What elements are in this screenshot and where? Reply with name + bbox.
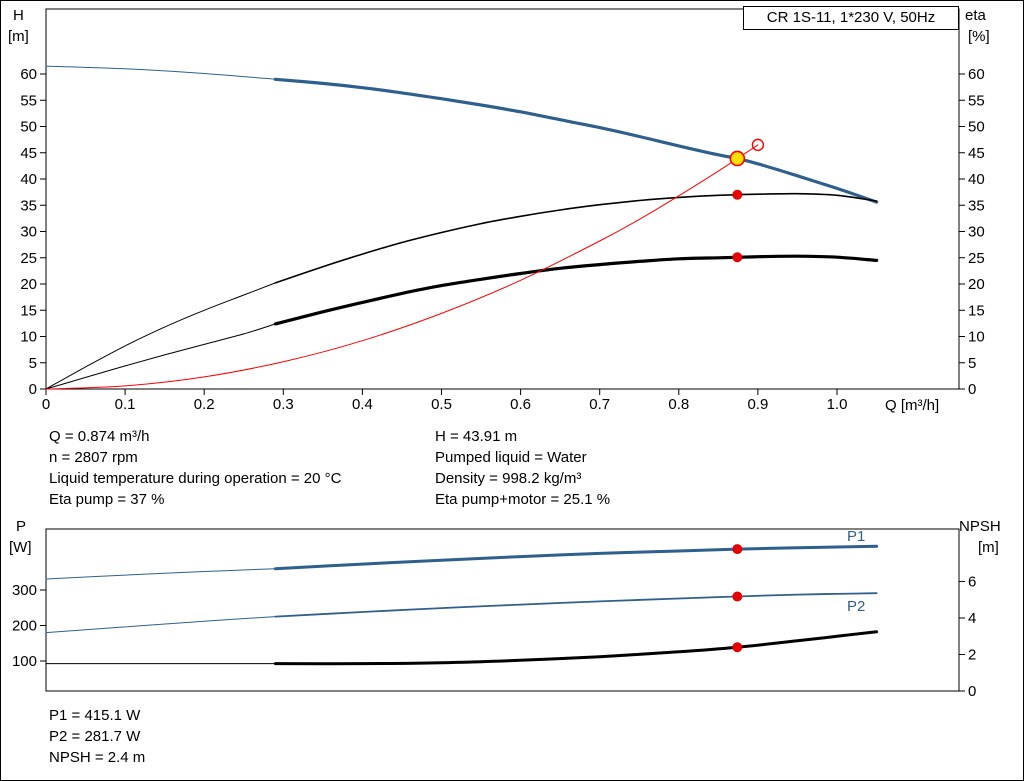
power-npsh-chart-tick-label: 300 [12, 582, 37, 599]
hq-eta-chart-tick-label: 20 [968, 276, 985, 293]
info-liquid-temp: Liquid temperature during operation = 20… [49, 470, 342, 487]
power-npsh-chart-tick-label: 2 [968, 647, 976, 664]
hq-eta-chart-tick-label: 25 [968, 250, 985, 267]
curve-p2 [274, 592, 878, 618]
h-axis-unit-label: [m] [8, 28, 29, 45]
hq-eta-chart-tick-label: 15 [20, 302, 37, 319]
hq-eta-chart-tick-label: 0.7 [589, 396, 610, 413]
info-pumped-liquid: Pumped liquid = Water [435, 449, 587, 466]
hq-eta-chart-tick-label: 5 [29, 355, 37, 372]
hq-eta-chart-tick-label: 0.8 [668, 396, 689, 413]
hq-eta-chart-tick-label: 1.0 [827, 396, 848, 413]
hq-eta-chart-tick-label: 30 [20, 224, 37, 241]
hq-eta-chart-tick-label: 55 [20, 92, 37, 109]
curve-p1-thin [45, 568, 276, 580]
curve-npsh [273, 630, 879, 666]
hq-eta-chart-tick-label: 0 [42, 396, 50, 413]
marker-p2-point [732, 591, 743, 602]
hq-eta-chart-tick-label: 0 [29, 381, 37, 398]
curve-system-curve [45, 144, 759, 390]
eta-axis-label: eta [965, 7, 986, 24]
hq-eta-chart-tick-label: 20 [20, 276, 37, 293]
hq-eta-chart-tick-label: 30 [968, 224, 985, 241]
info-flow: Q = 0.874 m³/h [49, 428, 150, 445]
power-data: P1 = 415.1 W P2 = 281.7 W NPSH = 2.4 m [49, 705, 145, 768]
hq-eta-chart-tick-label: 60 [20, 66, 37, 83]
hq-eta-chart-tick-label: 0.5 [431, 396, 452, 413]
hq-eta-chart-tick-label: 10 [968, 329, 985, 346]
npsh-axis-label: NPSH [959, 518, 1001, 535]
power-npsh-chart-tick-label: 6 [968, 574, 976, 591]
hq-eta-chart-tick-label: 0.3 [273, 396, 294, 413]
hq-eta-chart-tick-label: 55 [968, 92, 985, 109]
hq-eta-chart-tick-label: 40 [20, 171, 37, 188]
power-npsh-chart-frame [45, 528, 960, 692]
info-speed: n = 2807 rpm [49, 449, 138, 466]
power-npsh-chart-tick-label: 200 [12, 618, 37, 635]
power-npsh-chart-tick-label: 4 [968, 610, 976, 627]
marker-duty-point [729, 150, 746, 167]
hq-eta-chart-tick-label: 0.1 [115, 396, 136, 413]
curve-h-curve-thin [45, 65, 276, 80]
h-axis-label: H [13, 7, 24, 24]
info-p2: P2 = 281.7 W [49, 728, 141, 745]
info-density: Density = 998.2 kg/m³ [435, 470, 582, 487]
curve-p2-thin [45, 616, 276, 634]
info-eta-pump: Eta pump = 37 % [49, 491, 165, 508]
marker-eta-pump-motor-point [732, 252, 743, 263]
pump-title-box: CR 1S-11, 1*230 V, 50Hz [743, 6, 959, 30]
hq-eta-chart-tick-label: 10 [20, 329, 37, 346]
hq-eta-chart-tick-label: 25 [20, 250, 37, 267]
p1-curve-label: P1 [847, 528, 866, 545]
hq-eta-chart-tick-label: 0.9 [747, 396, 768, 413]
hq-eta-chart-tick-label: 60 [968, 66, 985, 83]
marker-p1-point [732, 544, 743, 555]
curve-eta-pump [274, 192, 878, 284]
hq-eta-chart-tick-label: 40 [968, 171, 985, 188]
npsh-axis-unit-label: [m] [978, 539, 999, 556]
curve-h-curve [273, 77, 879, 204]
hq-eta-chart-tick-label: 35 [20, 197, 37, 214]
eta-axis-unit-label: [%] [968, 28, 990, 45]
curve-eta-pump-motor-thin [45, 323, 276, 390]
power-npsh-chart-tick-label: 100 [12, 653, 37, 670]
hq-eta-chart-tick-label: 0.6 [510, 396, 531, 413]
hq-eta-chart-tick-label: 35 [968, 197, 985, 214]
hq-eta-chart-tick-label: 5 [968, 355, 976, 372]
info-p1: P1 = 415.1 W [49, 707, 141, 724]
hq-eta-chart-tick-label: 15 [968, 302, 985, 319]
curve-p1 [273, 544, 879, 571]
p-axis-label: P [16, 518, 27, 535]
info-head: H = 43.91 m [435, 428, 518, 445]
curve-eta-pump-motor [273, 254, 879, 326]
info-eta-pump-motor: Eta pump+motor = 25.1 % [435, 491, 611, 508]
operating-data-left: Q = 0.874 m³/h n = 2807 rpm Liquid tempe… [49, 426, 341, 510]
hq-eta-chart-tick-label: 0.4 [352, 396, 373, 413]
marker-preview-point [751, 138, 765, 152]
power-npsh-chart-tick-label: 0 [968, 683, 976, 700]
hq-eta-chart-tick-label: 0.2 [194, 396, 215, 413]
hq-eta-chart-tick-label: 0 [968, 381, 976, 398]
hq-eta-chart-frame [45, 8, 960, 390]
operating-data-right: H = 43.91 m Pumped liquid = Water Densit… [435, 426, 610, 510]
p2-curve-label: P2 [847, 598, 866, 615]
curve-eta-pump-thin [45, 282, 276, 390]
info-npsh: NPSH = 2.4 m [49, 749, 146, 766]
q-axis-label: Q [m³/h] [885, 397, 940, 414]
hq-eta-chart-tick-label: 45 [20, 145, 37, 162]
hq-eta-chart-tick-label: 50 [20, 119, 37, 136]
hq-eta-chart-tick-label: 50 [968, 119, 985, 136]
p-axis-unit-label: [W] [9, 539, 32, 556]
marker-npsh-point [732, 642, 743, 653]
hq-eta-chart-tick-label: 45 [968, 145, 985, 162]
marker-eta-pump-point [732, 189, 743, 200]
